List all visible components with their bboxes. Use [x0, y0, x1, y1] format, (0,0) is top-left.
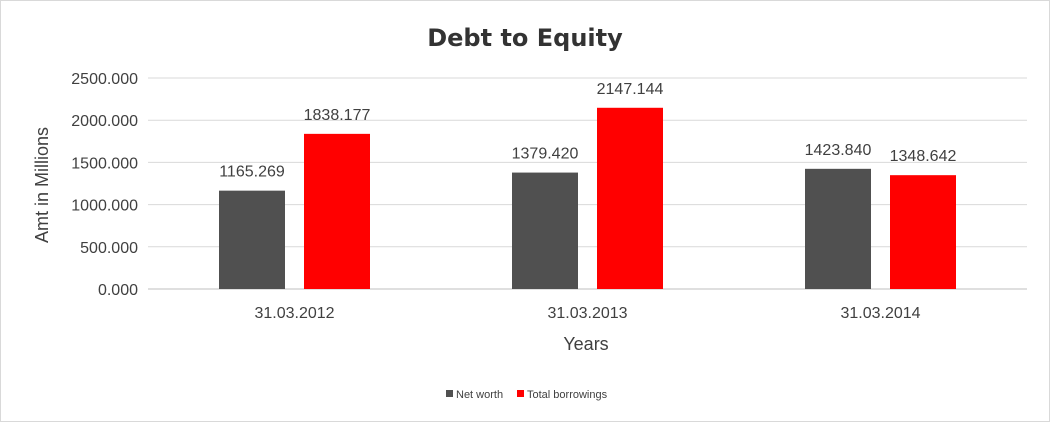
y-axis-ticks: 0.000 500.000 1000.000 1500.000 2000.000 2500…: [71, 71, 138, 299]
y-axis-title: Amt in Millions: [32, 127, 52, 243]
legend: Net worth Total borrowings: [446, 389, 608, 401]
data-label: 1379.420: [512, 146, 579, 163]
data-label: 1838.177: [304, 107, 371, 124]
x-tick-label: 31.03.2013: [547, 305, 627, 322]
legend-label: Net worth: [456, 389, 503, 401]
data-label: 2147.144: [597, 81, 664, 98]
data-label: 1423.840: [805, 142, 872, 159]
legend-label: Total borrowings: [527, 389, 608, 401]
bar-total-borrowings: [304, 133, 370, 289]
legend-swatch: [517, 390, 524, 397]
x-axis-ticks: 31.03.2012 31.03.2013 31.03.2014: [254, 305, 920, 322]
y-tick-label: 1500.000: [71, 155, 138, 172]
bar-net-worth: [512, 172, 578, 289]
data-label: 1165.269: [219, 164, 285, 181]
bar-total-borrowings: [890, 175, 956, 289]
y-tick-label: 2000.000: [71, 113, 138, 130]
data-labels: 1165.269 1838.177 1379.420 2147.144 1423.840…: [219, 81, 956, 181]
y-tick-label: 0.000: [98, 282, 138, 299]
bars: [219, 107, 956, 290]
x-tick-label: 31.03.2012: [254, 305, 334, 322]
chart-title: Debt to Equity: [427, 24, 623, 52]
gridlines: [148, 77, 1027, 290]
bar-total-borrowings: [597, 107, 663, 290]
data-label: 1348.642: [890, 148, 957, 165]
legend-swatch: [446, 390, 453, 397]
y-tick-label: 1000.000: [71, 198, 138, 215]
y-tick-label: 500.000: [80, 240, 138, 257]
bar-net-worth: [219, 190, 285, 289]
bar-net-worth: [805, 168, 871, 289]
x-axis-title: Years: [563, 334, 608, 354]
y-tick-label: 2500.000: [71, 71, 138, 88]
x-tick-label: 31.03.2014: [840, 305, 920, 322]
